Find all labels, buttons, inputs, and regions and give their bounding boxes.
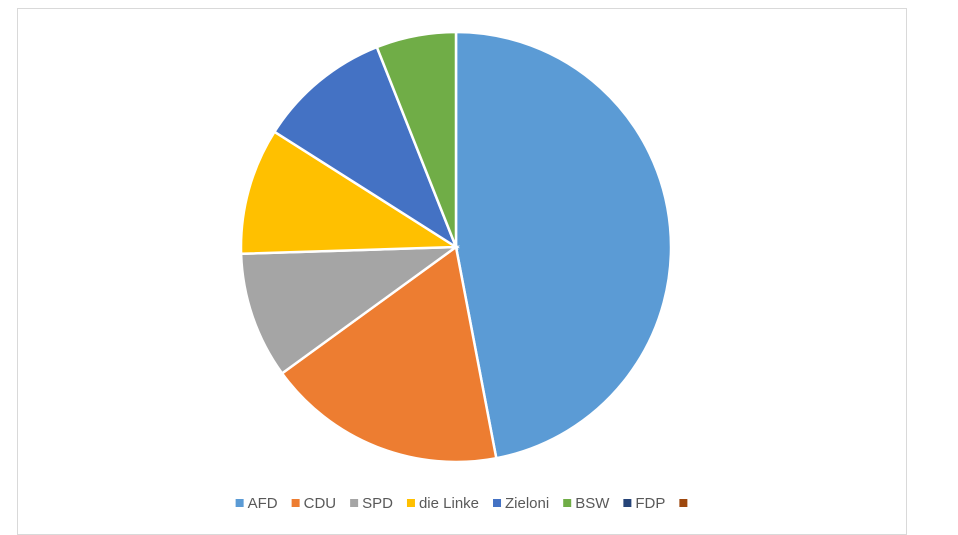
legend-item: BSW	[563, 495, 610, 512]
pie-slice	[454, 30, 673, 460]
legend-label: AFD	[248, 495, 278, 512]
pie-slice	[239, 245, 461, 376]
pie-slice	[239, 130, 461, 256]
legend: AFD CDU SPD die Linke Zieloni BSW FDP	[235, 495, 688, 512]
legend-item: CDU	[291, 495, 337, 512]
legend-item	[679, 499, 688, 507]
legend-item: AFD	[235, 495, 278, 512]
pie-slice	[280, 244, 498, 464]
legend-item: FDP	[623, 495, 665, 512]
legend-swatch	[493, 499, 502, 507]
legend-swatch	[563, 499, 572, 507]
legend-item: SPD	[350, 495, 393, 512]
legend-label: FDP	[635, 495, 665, 512]
legend-swatch	[235, 499, 244, 507]
pie-slice	[375, 30, 458, 248]
legend-swatch	[291, 499, 300, 507]
legend-label: BSW	[575, 495, 610, 512]
legend-label: die Linke	[419, 495, 479, 512]
legend-label: SPD	[362, 495, 393, 512]
legend-swatch	[623, 499, 632, 507]
legend-swatch	[350, 499, 359, 507]
legend-label: CDU	[304, 495, 337, 512]
legend-swatch	[679, 499, 688, 507]
legend-item: Zieloni	[493, 495, 549, 512]
pie-slice	[272, 45, 459, 251]
legend-swatch	[406, 499, 415, 507]
legend-label: Zieloni	[505, 495, 549, 512]
legend-item: die Linke	[406, 495, 479, 512]
